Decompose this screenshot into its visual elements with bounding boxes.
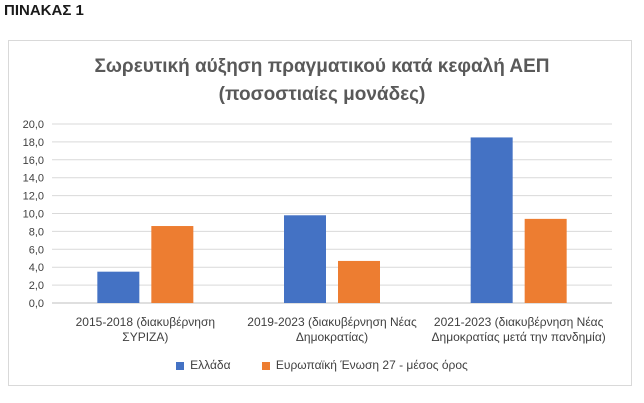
legend-item-eu27: Ευρωπαϊκή Ένωση 27 - μέσος όρος [261, 358, 468, 372]
y-tick-label: 8,0 [29, 226, 44, 238]
chart-subtitle: (ποσοστιαίες μονάδες) [218, 84, 426, 105]
chart-title: Σωρευτική αύξηση πραγματικού κατά κεφαλή… [94, 56, 550, 77]
y-tick-label: 2,0 [29, 280, 44, 292]
y-tick-label: 20,0 [23, 119, 44, 131]
y-tick-label: 14,0 [23, 173, 44, 185]
y-tick-label: 0,0 [29, 298, 44, 310]
bar [470, 137, 513, 303]
legend-label-greece: Ελλάδα [190, 358, 231, 372]
y-tick-label: 10,0 [23, 209, 44, 221]
y-tick-label: 4,0 [29, 262, 44, 274]
y-tick-label: 6,0 [29, 244, 44, 256]
x-category-label: 2019-2023 (διακυβέρνηση Νέας Δημοκρατίας) [247, 315, 417, 344]
chart-legend: Ελλάδα Ευρωπαϊκή Ένωση 27 - μέσος όρος [0, 358, 644, 372]
bar [338, 260, 380, 303]
legend-swatch-greece [176, 361, 185, 370]
y-tick-label: 12,0 [23, 191, 44, 203]
x-category-label: 2021-2023 (διακυβέρνηση Νέας Δημοκρατίας … [432, 315, 606, 344]
legend-swatch-eu27 [261, 361, 270, 370]
bar [524, 218, 567, 303]
y-tick-label: 18,0 [23, 137, 44, 149]
bar [284, 215, 326, 303]
bar [151, 226, 194, 303]
page-heading: ΠΙΝΑΚΑΣ 1 [4, 2, 84, 19]
legend-label-eu27: Ευρωπαϊκή Ένωση 27 - μέσος όρος [275, 358, 468, 372]
legend-item-greece: Ελλάδα [176, 358, 231, 372]
y-tick-label: 16,0 [23, 155, 44, 167]
x-category-label: 2015-2018 (διακυβέρνηση ΣΥΡΙΖΑ) [76, 315, 215, 344]
bar [97, 271, 140, 303]
